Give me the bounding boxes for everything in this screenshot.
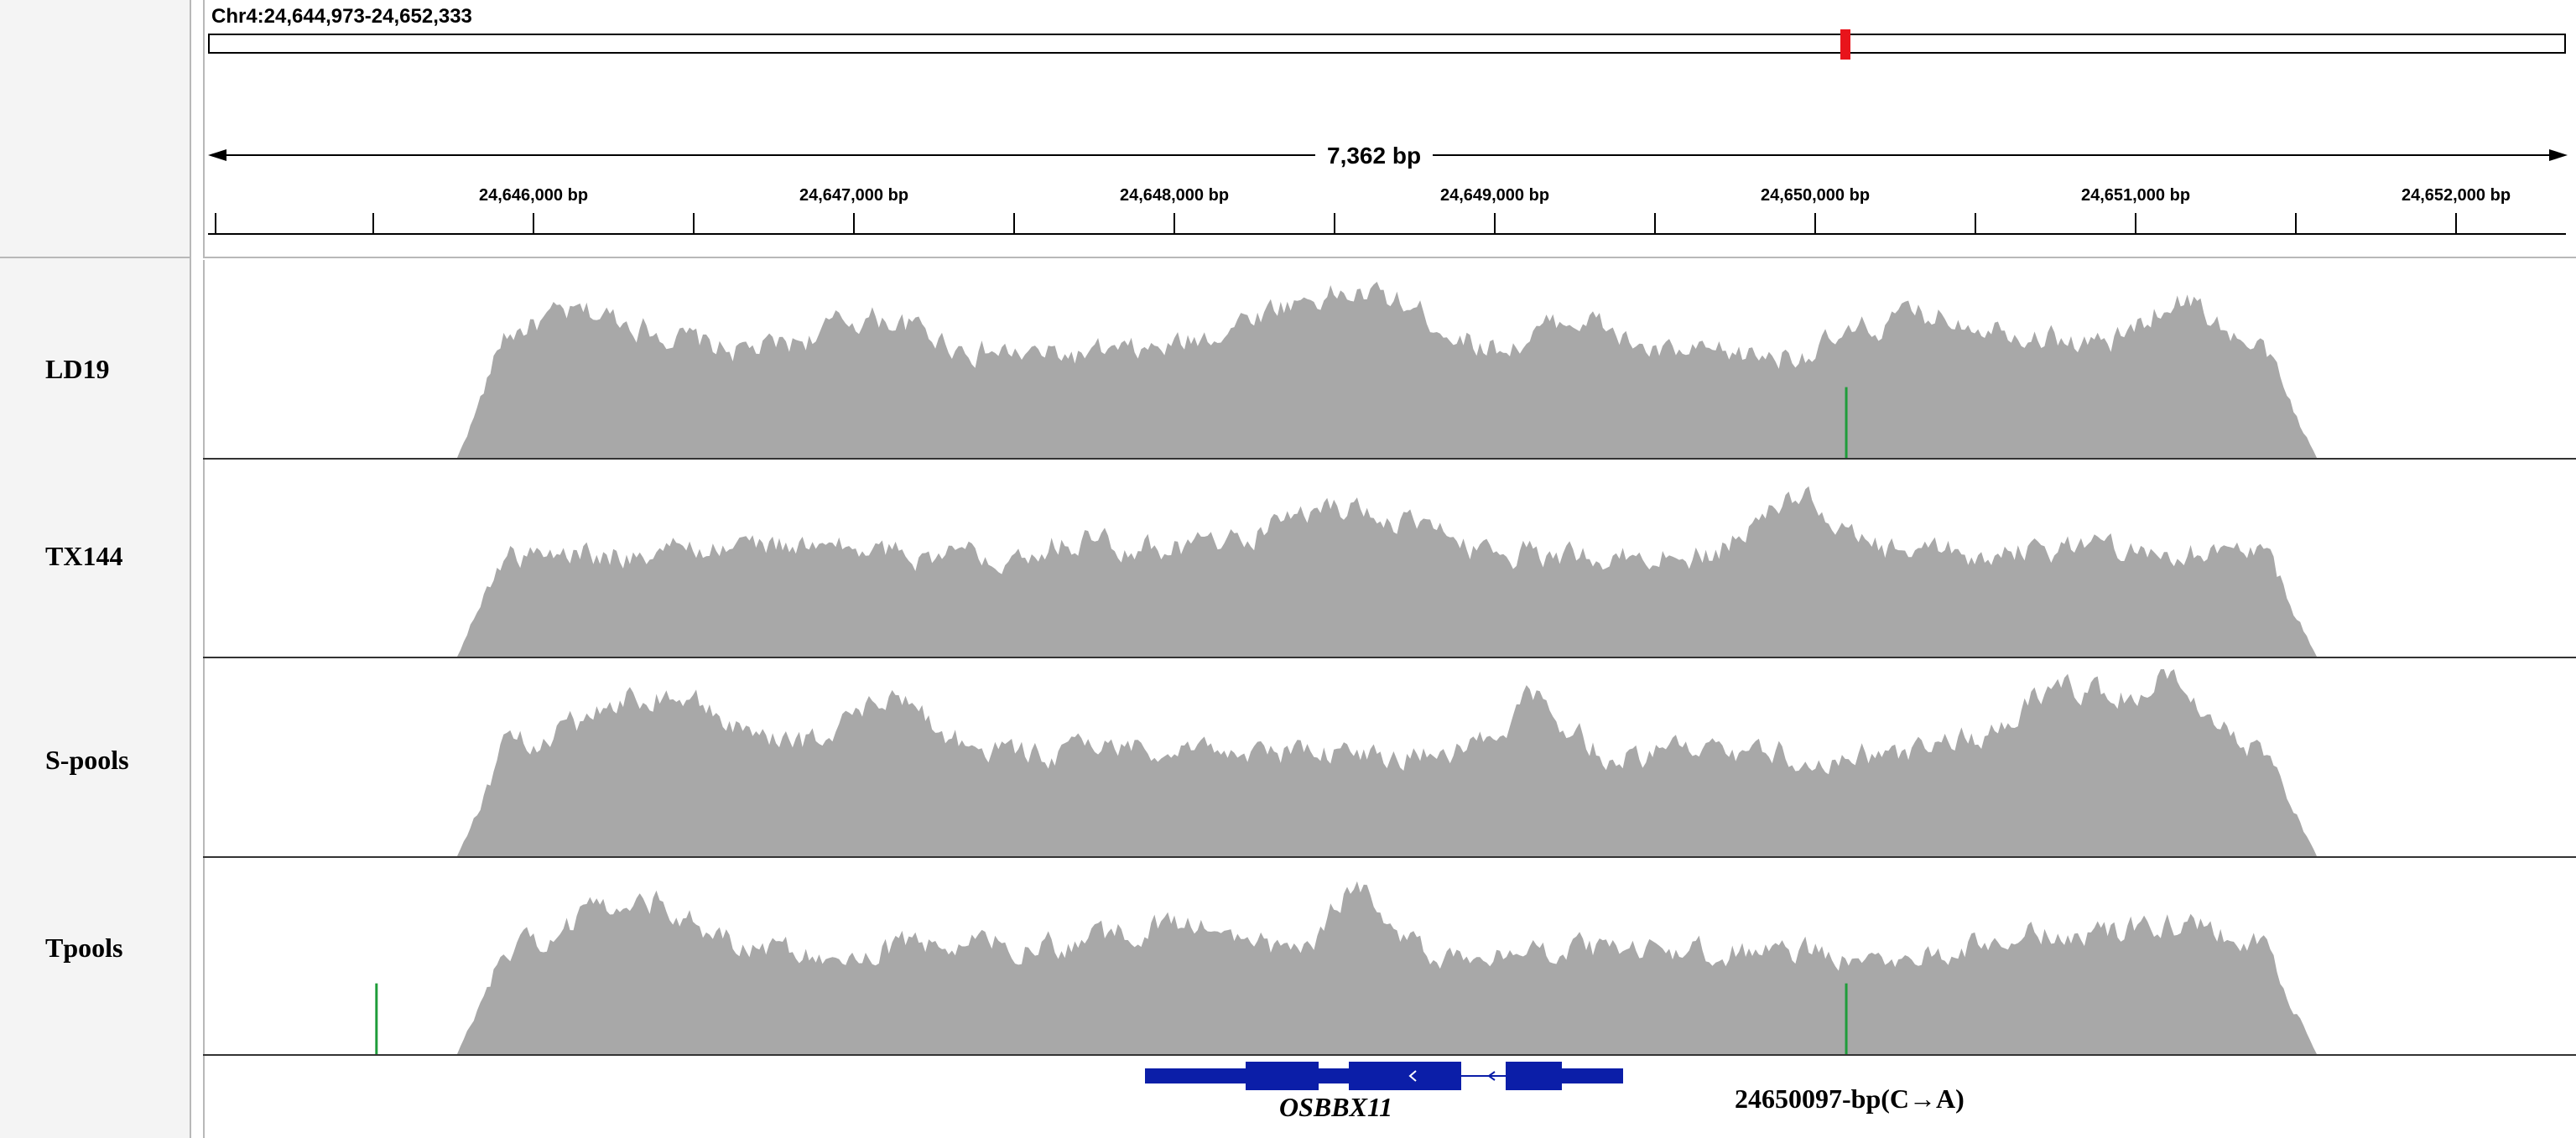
coverage-profile-ld19[interactable] [457,282,2317,458]
ruler-tick-label: 24,652,000 bp [2401,186,2511,205]
ruler-tick [1013,213,1015,235]
ruler-tick-label: 24,647,000 bp [799,186,909,205]
ruler-tick-label: 24,646,000 bp [478,186,589,205]
coverage-profile-tpools[interactable] [457,881,2317,1054]
ruler-baseline [208,233,2566,235]
header-divider [203,257,2576,258]
ruler-tick [1814,213,1816,235]
ruler-tick [2295,213,2297,235]
ideogram-current-region-marker [1840,29,1850,60]
gene-exon[interactable] [1246,1062,1319,1090]
ruler-tick [1654,213,1656,235]
ruler-tick [2135,213,2136,235]
coverage-profile-tx144[interactable] [457,486,2317,657]
chromosome-ideogram[interactable] [208,34,2566,54]
coverage-tracks[interactable] [203,260,2576,1138]
ruler-tick [2455,213,2457,235]
ruler-tick-label: 24,651,000 bp [2080,186,2191,205]
gene-utr[interactable] [1562,1068,1623,1083]
ruler-tick [533,213,534,235]
track-label-tx144[interactable]: TX144 [45,541,123,571]
gene-utr[interactable] [1145,1068,1246,1083]
name-panel-divider [0,257,191,258]
strand-arrow-icon [1408,1070,1417,1082]
ruler-tick [372,213,374,235]
track-label-tpools[interactable]: Tpools [45,933,123,963]
track-name-panel [0,0,191,1138]
ruler-tick-label: 24,650,000 bp [1760,186,1871,205]
track-label-s-pools[interactable]: S-pools [45,745,129,775]
ruler-tick [215,213,216,235]
strand-arrow-icon [1487,1071,1496,1081]
variant-annotation-label: 24650097-bp(C→A) [1735,1083,1965,1114]
ruler-tick [1174,213,1175,235]
ruler-tick-label: 24,648,000 bp [1119,186,1230,205]
track-label-ld19[interactable]: LD19 [45,354,110,384]
locus-label: Chr4:24,644,973-24,652,333 [211,5,472,28]
ruler-tick [853,213,855,235]
gene-exon[interactable] [1349,1062,1461,1090]
span-length-label: 7,362 bp [1315,143,1434,169]
ruler-tick [693,213,695,235]
gene-name-label: OSBBX11 [1279,1092,1393,1122]
ruler-tick [1334,213,1335,235]
gene-utr[interactable] [1319,1068,1349,1083]
gene-exon[interactable] [1506,1062,1562,1090]
coverage-profile-s-pools[interactable] [457,669,2317,856]
ruler-tick [1494,213,1496,235]
ruler-tick-label: 24,649,000 bp [1439,186,1550,205]
ruler-tick [1975,213,1976,235]
